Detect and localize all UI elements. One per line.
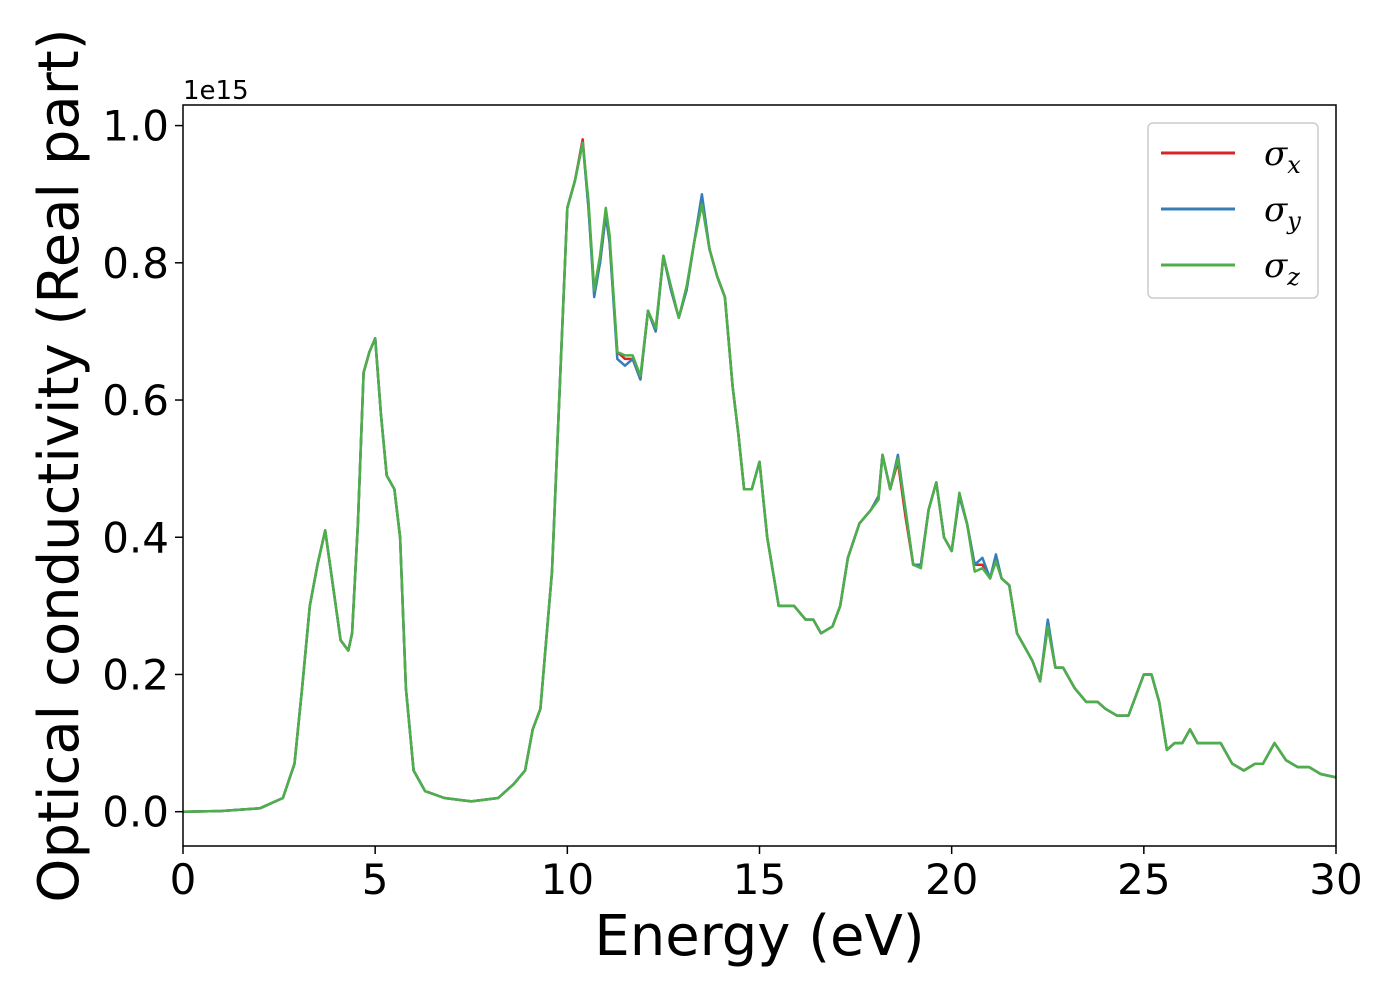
plot-area — [182, 138, 1337, 813]
y-tick-label: 1.0 — [102, 102, 169, 151]
y-tick-label: 0.6 — [102, 376, 169, 425]
series-line-3 — [182, 141, 1337, 813]
y-tick-label: 0.4 — [102, 513, 169, 562]
x-axis-ticks: 0 5 10 15 20 25 30 — [170, 846, 1363, 904]
y-tick-label: 0.2 — [102, 650, 169, 699]
y-tick-label: 0.8 — [102, 239, 169, 288]
legend-subscript: y — [1286, 207, 1301, 235]
x-tick-label: 30 — [1309, 855, 1362, 904]
legend-symbol: σ — [1264, 134, 1288, 174]
plot-frame — [182, 104, 1337, 847]
y-axis-ticks: 0.0 0.2 0.4 0.6 0.8 1.0 — [102, 102, 183, 837]
y-axis-offset-text: 1e15 — [183, 76, 249, 106]
x-tick-label: 5 — [362, 855, 389, 904]
x-tick-label: 25 — [1117, 855, 1170, 904]
legend-symbol: σ — [1264, 246, 1288, 286]
x-axis-title: Energy (eV) — [594, 904, 924, 969]
x-tick-label: 20 — [925, 855, 978, 904]
x-tick-label: 0 — [170, 855, 197, 904]
legend-label: σy — [1264, 190, 1301, 235]
y-tick-label: 0.0 — [102, 788, 169, 837]
legend-subscript: z — [1286, 263, 1300, 291]
legend-symbol: σ — [1264, 190, 1288, 230]
legend-subscript: x — [1287, 151, 1301, 179]
legend-label: σz — [1264, 246, 1300, 291]
x-tick-label: 10 — [541, 855, 594, 904]
legend-label: σx — [1264, 134, 1301, 179]
x-tick-label: 15 — [733, 855, 786, 904]
y-axis-title: Optical conductivity (Real part) — [27, 28, 92, 902]
